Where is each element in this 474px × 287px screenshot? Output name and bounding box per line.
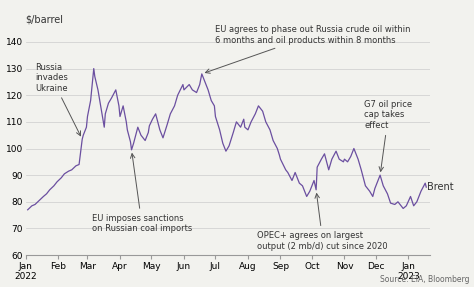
Text: EU imposes sanctions
on Russian coal imports: EU imposes sanctions on Russian coal imp… — [91, 154, 192, 233]
Text: Russia
invades
Ukraine: Russia invades Ukraine — [35, 63, 81, 136]
Text: Brent: Brent — [427, 182, 454, 192]
Text: Source: EIA, Bloomberg: Source: EIA, Bloomberg — [380, 275, 469, 284]
Text: G7 oil price
cap takes
effect: G7 oil price cap takes effect — [365, 100, 412, 171]
Text: EU agrees to phase out Russia crude oil within
6 months and oil products within : EU agrees to phase out Russia crude oil … — [205, 25, 411, 73]
Text: $/barrel: $/barrel — [26, 14, 64, 24]
Text: OPEC+ agrees on largest
output (2 mb/d) cut since 2020: OPEC+ agrees on largest output (2 mb/d) … — [257, 194, 388, 251]
